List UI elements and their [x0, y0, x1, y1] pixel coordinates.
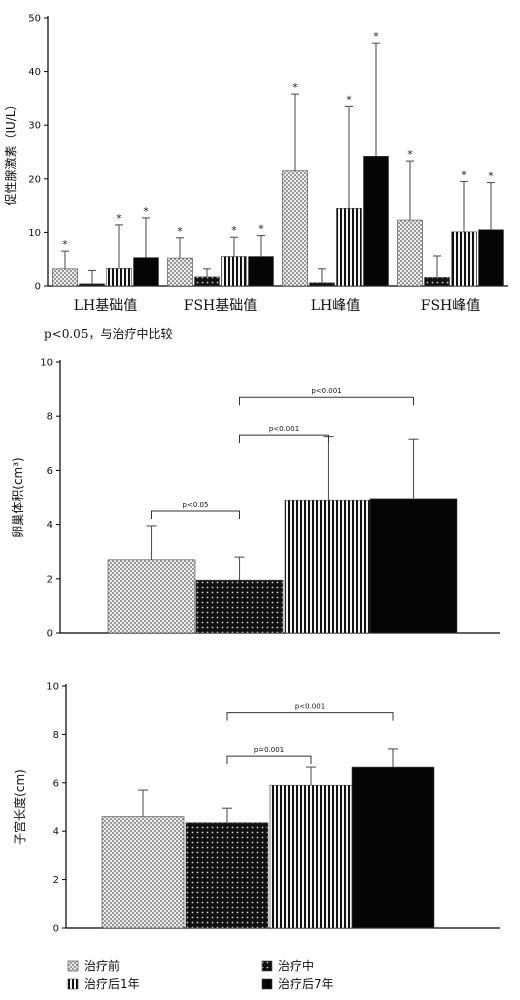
bar-3-3	[336, 207, 362, 287]
significance-star: *	[231, 224, 237, 237]
y-tick-label: 30	[28, 121, 41, 132]
bar-4-3	[363, 155, 389, 287]
legend-swatch	[67, 960, 79, 972]
gonadotropin-chart: 0 10 20 30 40 50 促性腺激素（IU/L） * * * LH基础值 * * * FSH基础值 *…	[4, 14, 508, 341]
y-tick-label: 0	[35, 282, 41, 293]
bar-2-1	[79, 283, 105, 287]
y-tick-label: 2	[47, 574, 53, 585]
bar-1	[107, 559, 196, 634]
p-value-label: p=0.001	[254, 746, 284, 754]
significance-star: *	[373, 30, 379, 43]
comparison-bracket	[226, 755, 312, 765]
significance-star: *	[488, 170, 494, 183]
bar-4-4	[478, 229, 504, 287]
bar-2-2	[194, 276, 220, 287]
y-axis-title: 促性腺激素（IU/L）	[4, 98, 18, 205]
y-tick-label: 40	[28, 67, 41, 78]
y-tick-label: 8	[53, 730, 59, 741]
y-tick-label: 2	[53, 875, 59, 886]
y-tick-label: 10	[28, 228, 41, 239]
p-value-label: p<0.05	[183, 501, 209, 509]
bar-2	[185, 822, 269, 929]
significance-star: *	[177, 225, 183, 238]
comparison-bracket	[239, 434, 329, 444]
bar-1-3	[282, 170, 308, 287]
bar-1-4	[397, 219, 423, 287]
significance-star: *	[116, 212, 122, 225]
category-label: FSH基础值	[184, 297, 258, 314]
category-label: FSH峰值	[421, 298, 481, 314]
category-label: LH峰值	[311, 298, 361, 314]
significance-star: *	[292, 81, 298, 94]
significance-star: *	[346, 93, 352, 106]
comparison-bracket	[151, 510, 240, 520]
p-value-label: p<0.001	[269, 425, 299, 433]
bar-3	[284, 499, 373, 634]
y-tick-label: 20	[28, 174, 41, 185]
bar-4	[351, 766, 435, 929]
bar-4	[369, 498, 458, 634]
y-tick-label: 10	[46, 682, 59, 693]
bar-2-3	[309, 282, 335, 287]
ovary-volume-chart: 0 2 4 6 8 10 卵巢体积(cm³) p<0.05 p<0.001 p<0.001	[11, 358, 500, 640]
y-axis-title: 卵巢体积(cm³)	[11, 457, 25, 537]
y-tick-label: 6	[47, 466, 53, 477]
significance-star: *	[62, 238, 68, 251]
legend-label: 治疗后1年	[84, 977, 140, 991]
significance-star: *	[461, 168, 467, 181]
bar-3-2	[221, 256, 247, 287]
bar-3	[269, 784, 353, 929]
y-tick-label: 0	[47, 629, 53, 640]
bar-3-4	[451, 231, 477, 287]
comparison-bracket	[226, 712, 394, 721]
p-value-label: p<0.001	[311, 387, 341, 395]
y-tick-label: 4	[53, 827, 59, 838]
y-tick-label: 8	[47, 412, 53, 423]
legend-swatch	[67, 978, 79, 990]
bar-3-1	[106, 268, 132, 287]
category-label: LH基础值	[74, 297, 138, 314]
y-tick-label: 0	[53, 924, 59, 935]
bar-4-2	[248, 256, 274, 287]
legend-label: 治疗中	[278, 958, 314, 973]
significance-star: *	[258, 223, 264, 236]
y-tick-label: 6	[53, 778, 59, 789]
bar-1-1	[52, 268, 78, 287]
y-tick-label: 4	[47, 520, 53, 531]
legend-label: 治疗前	[84, 958, 120, 973]
uterus-length-chart: 0 2 4 6 8 10 子宫长度(cm) p=0.001 p<0.001	[12, 682, 500, 935]
bar-4-1	[133, 257, 159, 287]
y-axis-title: 子宫长度(cm)	[12, 769, 27, 845]
bar-2	[195, 579, 284, 634]
legend-swatch	[261, 978, 273, 990]
bar-2-4	[424, 277, 450, 287]
bar-1-2	[167, 257, 193, 287]
p-value-label: p<0.001	[295, 703, 325, 711]
bar-1	[101, 816, 185, 929]
y-tick-label: 10	[40, 358, 53, 369]
significance-star: *	[407, 148, 413, 161]
significance-star: *	[143, 205, 149, 218]
footnote: p<0.05，与治疗中比较	[44, 326, 172, 341]
comparison-bracket	[239, 396, 414, 406]
y-tick-label: 50	[28, 14, 41, 25]
legend-label: 治疗后7年	[278, 977, 334, 991]
legend-swatch	[261, 960, 273, 972]
